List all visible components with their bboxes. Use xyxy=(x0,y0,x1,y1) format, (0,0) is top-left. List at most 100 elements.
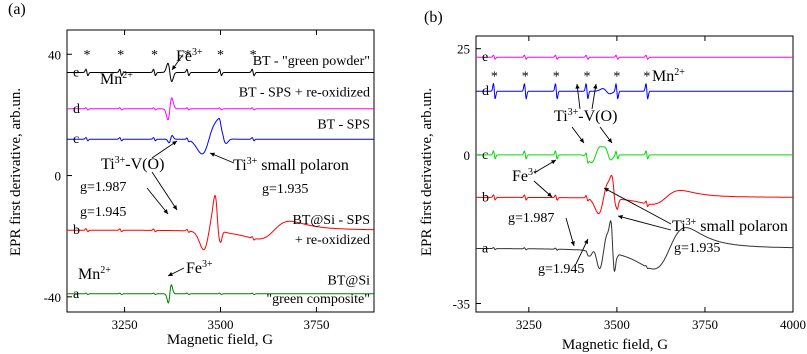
a-trace-c xyxy=(67,117,374,155)
a-label-e: BT - "green powder" xyxy=(253,54,370,69)
b-xtick-label: 3750 xyxy=(692,317,718,332)
panel-b-label: (b) xyxy=(424,9,443,26)
a-star: * xyxy=(217,48,224,63)
a-label-c: BT - SPS xyxy=(317,118,370,133)
panel-b: (b) 3250 3500 3750 4000 -35 0 25 e d c b a Magneti… xyxy=(419,9,806,353)
b-arrow-fe-2-head xyxy=(547,192,552,197)
a-ytick-label: 0 xyxy=(55,169,62,184)
a-arrow-fe-bot-head xyxy=(168,272,173,276)
b-trace-letter-c: c xyxy=(482,148,488,163)
b-ann-ti-pol: Ti3+ small polaron xyxy=(672,217,788,235)
b-ytick-label: -35 xyxy=(453,297,470,312)
a-label-b2: + re-oxidized xyxy=(295,233,370,248)
b-ann-fe: Fe3+ xyxy=(512,167,539,185)
b-star: * xyxy=(553,70,560,85)
b-trace-c xyxy=(476,146,793,164)
a-star: * xyxy=(151,48,158,63)
panel-a-xlabel: Magnetic field, G xyxy=(167,332,273,348)
b-arrow-ti-vo-3-head xyxy=(579,138,584,143)
a-arrow-fe-top-head xyxy=(172,65,177,70)
b-arrow-ti-pol-1 xyxy=(603,187,672,225)
b-arrow-g2-head xyxy=(584,239,589,244)
b-ytick-label: 0 xyxy=(464,148,471,163)
panel-a-label: (a) xyxy=(8,1,26,18)
b-arrow-ti-vo-1-head xyxy=(575,84,580,89)
a-star: * xyxy=(184,48,191,63)
b-arrow-g2 xyxy=(575,238,589,265)
a-trace-b xyxy=(67,194,374,251)
b-trace-letter-b: b xyxy=(482,190,489,205)
a-label-a: BT@Si xyxy=(328,274,371,289)
a-label-b: BT@Si - SPS xyxy=(293,213,370,228)
b-arrow-g1-head xyxy=(570,241,575,246)
b-arrow-g1 xyxy=(565,217,575,247)
a-arrow-ti-vo-2-head xyxy=(172,205,177,210)
b-ann-g1: g=1.987 xyxy=(508,211,554,226)
a-trace-e xyxy=(67,62,374,83)
a-trace-letter-a: a xyxy=(73,287,80,302)
panel-b-ticks: 3250 3500 3750 4000 -35 0 25 xyxy=(453,36,806,332)
a-arrow-g1-head xyxy=(163,209,168,214)
a-trace-letter-d: d xyxy=(73,102,80,117)
a-star: * xyxy=(250,48,257,63)
b-ann-g3: g=1.935 xyxy=(674,241,720,256)
b-trace-a xyxy=(476,220,793,272)
b-ytick-label: 25 xyxy=(457,42,470,57)
a-arrow-ti-pol-head xyxy=(210,152,215,157)
a-arrow-ti-vo-2 xyxy=(151,171,178,211)
b-ann-g2: g=1.945 xyxy=(538,262,584,277)
a-ann-g2: g=1.945 xyxy=(80,205,126,220)
b-arrow-ti-pol-2 xyxy=(617,215,672,231)
a-ann-mn-top: Mn2+ xyxy=(100,70,133,88)
b-trace-letter-a: a xyxy=(482,241,489,256)
a-xtick-label: 3750 xyxy=(303,317,329,332)
panel-b-traces: e d c b a xyxy=(476,50,793,272)
a-ann-fe-bot: Fe3+ xyxy=(186,259,213,277)
a-ann-ti-vo: Ti3+-V(O) xyxy=(101,155,164,173)
b-trace-e xyxy=(476,54,793,60)
b-trace-d xyxy=(476,83,793,100)
panel-a-ylabel: EPR first derivative, arb.un. xyxy=(8,88,24,256)
a-ytick-label: -40 xyxy=(44,290,61,305)
a-trace-letter-e: e xyxy=(73,65,79,80)
a-trace-d xyxy=(67,97,374,121)
b-arrow-ti-vo-4-head xyxy=(607,138,612,143)
a-ann-mn-bot: Mn2+ xyxy=(78,265,111,283)
panel-a: (a) 3250 3500 3750 -40 0 40 e dc b a Magnetic fi… xyxy=(8,1,375,348)
a-star: * xyxy=(117,48,124,63)
panel-b-ylabel: EPR first derivative, arb.un. xyxy=(419,88,435,256)
panel-b-annotations: * * * * * * Mn2+Ti3+-V(O)Fe3+g=1.987g=1.945Ti3… xyxy=(491,67,788,277)
b-trace-letter-e: e xyxy=(482,50,488,65)
panel-a-traces: e dc b a xyxy=(67,62,374,304)
b-trace-letter-d: d xyxy=(482,84,489,99)
a-ann-fe-top: Fe3+ xyxy=(176,47,203,65)
a-xtick-label: 3500 xyxy=(208,317,234,332)
b-xtick-label: 3500 xyxy=(604,317,630,332)
b-arrow-ti-pol-1-head xyxy=(604,188,609,193)
a-trace-letter-b: b xyxy=(73,223,80,238)
b-arrow-fe-1-head xyxy=(551,160,556,165)
b-star: * xyxy=(522,70,529,85)
b-arrow-ti-vo-2-head xyxy=(593,84,598,89)
a-trace-letter-c: c xyxy=(73,132,79,147)
panel-a-ticks: 3250 3500 3750 -40 0 40 xyxy=(44,30,329,332)
b-ann-ti-vo: Ti3+-V(O) xyxy=(554,107,617,125)
a-xtick-label: 3250 xyxy=(112,317,138,332)
panel-b-xlabel: Magnetic field, G xyxy=(562,337,668,353)
a-label-a2: "green composite" xyxy=(266,292,370,307)
panel-b-frame xyxy=(475,35,794,313)
a-ann-g1: g=1.987 xyxy=(80,180,126,195)
a-ann-g3: g=1.935 xyxy=(262,182,308,197)
b-xtick-label: 4000 xyxy=(780,317,806,332)
panel-a-annotations: BT - "green powder" BT - SPS + re-oxidize… xyxy=(78,47,370,307)
b-trace-b xyxy=(476,174,793,215)
b-ann-mn: Mn2+ xyxy=(652,67,685,85)
b-star: * xyxy=(613,70,620,85)
b-star: * xyxy=(491,70,498,85)
b-xtick-label: 3250 xyxy=(516,317,542,332)
a-ytick-label: 40 xyxy=(48,47,61,62)
a-arrow-ti-vo-1 xyxy=(151,140,178,159)
a-label-d: BT - SPS + re-oxidized xyxy=(239,86,370,101)
a-arrow-g1 xyxy=(146,187,169,215)
